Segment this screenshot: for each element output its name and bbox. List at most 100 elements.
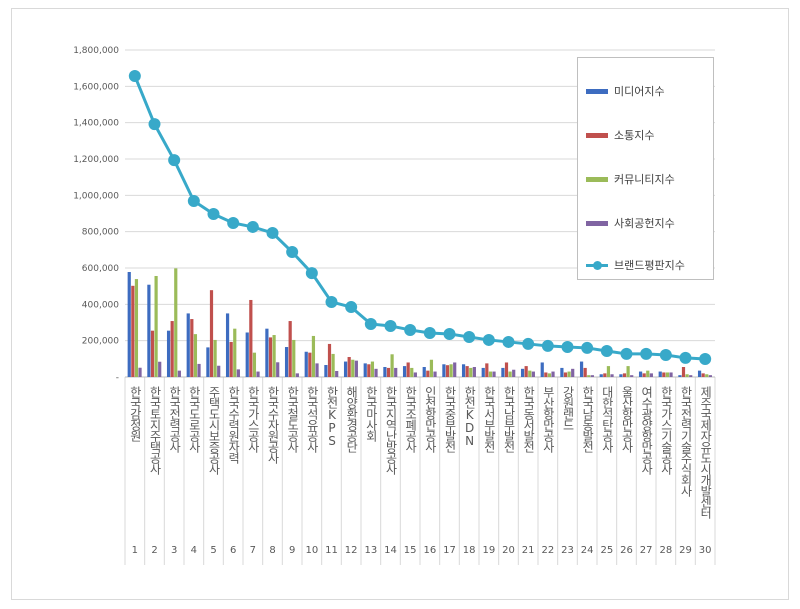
bar-4-28 [669,372,673,377]
bar-3-5 [213,339,217,377]
bar-4-6 [236,369,240,377]
bar-1-22 [540,362,544,377]
category-label: 한국가스공사 [246,386,261,452]
y-tick-label: 1,200,000 [73,155,119,165]
bar-2-27 [642,373,646,377]
bar-3-19 [488,371,493,377]
bar-1-19 [481,367,485,377]
category-label: 한전KPS [325,386,339,447]
legend-swatch [586,176,608,182]
bar-1-29 [678,375,682,377]
brand-point-25 [600,345,613,358]
bar-3-20 [508,371,512,377]
brand-point-2 [148,118,161,131]
category-label: 한국서부발전 [482,386,497,452]
rank-label: 28 [659,545,673,556]
rank-label: 1 [131,545,139,556]
brand-point-14 [384,319,397,332]
brand-point-24 [581,341,594,354]
bar-1-7 [245,332,249,377]
bar-2-11 [327,343,332,377]
bar-4-3 [177,370,181,377]
bar-2-17 [445,365,450,377]
bar-2-12 [347,357,351,377]
rank-label: 29 [679,545,692,556]
category-label: 한국철도공사 [285,386,300,452]
category-label: 한국전력기술주식회사 [679,386,693,496]
rank-label: 13 [364,545,378,556]
category-label: 한국동서발전 [521,386,536,452]
bar-4-11 [335,371,339,377]
bar-4-26 [630,375,634,377]
rank-label: 24 [580,545,594,556]
bar-1-30 [697,370,702,377]
brand-point-10 [305,267,318,280]
bar-2-4 [190,319,194,377]
brand-point-12 [345,301,358,314]
bar-3-30 [705,374,709,377]
bar-2-21 [524,366,528,377]
bar-3-16 [429,359,434,377]
bar-4-14 [394,367,398,377]
bar-1-21 [520,368,525,377]
bar-3-22 [547,373,552,377]
bar-1-1 [127,271,131,377]
bar-3-29 [685,374,689,377]
bar-4-30 [708,375,712,377]
y-tick-label: 600,000 [82,264,119,274]
brand-point-16 [423,327,436,340]
rank-label: 5 [210,545,217,556]
rank-label: 17 [443,545,456,556]
bar-3-2 [154,275,158,377]
bar-2-28 [662,372,666,377]
legend-label: 브랜드평판지수 [614,259,685,272]
category-label: 한국감정원 [128,386,143,441]
bar-3-28 [665,372,670,377]
brand-point-13 [364,317,377,330]
bar-3-3 [174,268,178,377]
rank-label: 2 [151,545,158,556]
bar-2-29 [681,367,686,377]
rank-label: 27 [639,545,653,556]
bar-2-5 [209,290,214,377]
bar-1-16 [422,367,426,377]
bar-4-1 [138,367,142,377]
bar-2-26 [622,373,627,377]
brand-point-3 [168,154,181,167]
bar-2-18 [465,366,469,377]
y-tick-label: 1,800,000 [73,46,119,56]
bar-2-30 [701,373,705,377]
bar-2-15 [406,362,410,377]
bar-2-9 [288,321,292,377]
rank-label: 18 [462,545,476,556]
y-tick-label: 400,000 [82,300,119,310]
bar-3-8 [272,335,276,377]
bar-4-20 [512,369,516,377]
rank-label: 26 [620,545,633,556]
brand-point-6 [227,216,240,229]
legend-swatch [586,88,608,94]
bar-1-11 [324,365,328,377]
brand-point-9 [286,246,299,259]
category-label: 한국남동발전 [580,386,595,452]
bar-2-8 [268,337,273,377]
bar-1-27 [638,371,643,377]
brand-point-19 [482,333,495,346]
category-label: 한국중부발전 [443,386,457,452]
legend: 미디어지수 소통지수 커뮤니티지수 사회공헌지수 브랜드평판지수 [577,57,714,280]
bar-3-11 [331,353,335,377]
rank-label: 3 [170,545,178,556]
bar-4-21 [531,371,535,377]
bar-4-25 [610,374,614,377]
bar-2-2 [150,330,155,377]
bar-2-1 [131,285,135,377]
bar-3-10 [311,335,316,377]
legend-swatch [586,132,608,138]
brand-point-17 [443,327,456,340]
bar-3-6 [233,328,237,377]
bar-4-18 [472,367,476,377]
bar-1-23 [560,367,564,377]
bar-2-10 [308,352,312,377]
legend-swatch [586,260,608,270]
bar-4-15 [413,372,417,377]
